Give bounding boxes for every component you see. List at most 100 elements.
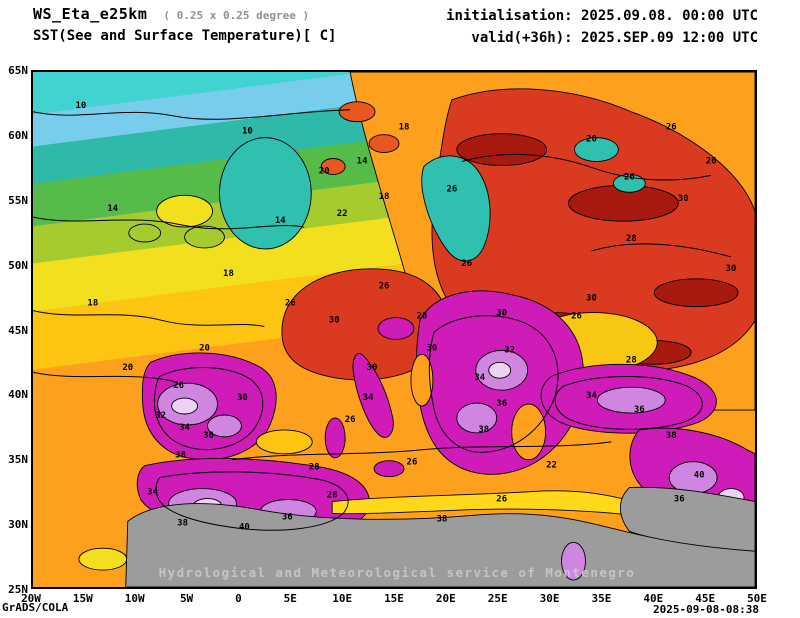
- contour-label: 26: [666, 123, 677, 133]
- region-uk-warm: [184, 225, 225, 249]
- contour-label: 30: [678, 194, 689, 204]
- lat-label: 55N: [8, 193, 28, 207]
- region-lake-cool: [574, 137, 619, 162]
- lon-label: 35E: [591, 592, 612, 605]
- region-balkans-core: [456, 402, 498, 434]
- contour-label: 26: [345, 415, 356, 425]
- contour-label: 38: [175, 451, 186, 461]
- contour-label: 18: [223, 269, 234, 279]
- header-left: WS_Eta_e25km ( 0.25 x 0.25 degree ) SST(…: [33, 5, 336, 44]
- region-scandinavia-warm: [320, 158, 346, 175]
- contour-label: 40: [694, 471, 705, 481]
- contour-label: 28: [626, 234, 637, 244]
- contour-label: 22: [546, 461, 557, 471]
- lon-label: 40E: [643, 592, 664, 605]
- contour-label: 26: [446, 184, 457, 194]
- region-lake-cool: [612, 173, 646, 193]
- lat-axis: 65N 60N 55N 50N 45N 40N 35N 30N 25N: [0, 64, 29, 596]
- contour-label: 14: [107, 204, 118, 214]
- contour-label: 30: [329, 316, 340, 326]
- lat-label: 40N: [8, 388, 28, 402]
- contour-labels-layer: 10 10 14 14 14 18 18 18 18 20 20 20 20 22 26 26 26 26 28 30…: [75, 101, 736, 533]
- grads-credit: GrADS/COLA: [2, 601, 69, 614]
- contour-label: 26: [379, 282, 390, 292]
- contour-label: 38: [666, 431, 677, 441]
- region-egypt-desert: [619, 486, 755, 552]
- lon-label: 50E: [747, 592, 767, 605]
- region-adriatic-sea: [410, 353, 434, 407]
- render-timestamp: 2025-09-08-08:38: [653, 603, 759, 616]
- header-right: initialisation: 2025.09.08. 00:00 UTC va…: [446, 5, 758, 49]
- map-frame: 10 10 14 14 14 18 18 18 18 20 20 20 20 22 26 26 26 26 28 30…: [31, 70, 757, 589]
- lat-label: 50N: [8, 258, 28, 272]
- lon-label: 10E: [332, 592, 353, 605]
- lon-label: 25E: [487, 592, 508, 605]
- contour-label: 30: [237, 393, 248, 403]
- contour-label: 26: [624, 172, 635, 182]
- region-apennines-hot: [352, 353, 394, 438]
- lon-axis: 20W 15W 10W 5W 0 5E 10E 15E 20E 25E 30E 35E 40E 45E 50…: [21, 592, 767, 606]
- region-atlantic-south: [78, 547, 128, 571]
- contour-label: 36: [496, 399, 507, 409]
- watermark: Hydrological and Meteorological service …: [159, 565, 636, 580]
- lat-label: 65N: [8, 64, 28, 77]
- contour-label: 20: [199, 343, 210, 353]
- contour-label: 26: [173, 381, 184, 391]
- contour-label: 38: [478, 425, 489, 435]
- contour-line: [232, 441, 612, 461]
- lon-label: 5W: [179, 592, 194, 605]
- contour-label: 26: [706, 156, 717, 166]
- region-alps-hot: [377, 317, 415, 340]
- lon-label: 5E: [283, 592, 297, 605]
- contour-label: 20: [586, 135, 597, 145]
- contour-label: 36: [674, 495, 685, 505]
- contour-label: 18: [87, 299, 98, 309]
- contour-line: [155, 471, 349, 531]
- lon-label: 0: [235, 592, 242, 605]
- region-balkans-peak: [488, 361, 512, 379]
- lat-label: 25N: [8, 583, 28, 596]
- contour-label: 18: [379, 192, 390, 202]
- contour-line: [554, 375, 703, 430]
- region-aegean-sea: [511, 403, 547, 461]
- lon-label: 30E: [539, 592, 560, 605]
- contour-label: 30: [426, 343, 437, 353]
- contour-label: 34: [474, 373, 485, 383]
- region-sardinia-hot: [324, 417, 346, 459]
- region-sicily-hot: [373, 460, 405, 478]
- lon-label: 15E: [384, 592, 404, 605]
- contour-label: 10: [242, 127, 253, 137]
- lon-label: 15W: [72, 592, 93, 605]
- lat-label: 45N: [8, 323, 28, 337]
- contour-line: [591, 243, 732, 258]
- contour-label: 14: [275, 216, 286, 226]
- contour-label: 36: [203, 431, 214, 441]
- contour-label: 36: [634, 405, 645, 415]
- contour-line: [461, 153, 712, 181]
- contour-label: 28: [626, 355, 637, 365]
- contour-line: [33, 109, 351, 120]
- valid-time: valid(+36h): 2025.SEP.09 12:00 UTC: [471, 30, 758, 46]
- region-dark-red-core: [653, 278, 739, 308]
- contour-label: 26: [461, 259, 472, 269]
- model-name: WS_Eta_e25km: [33, 5, 148, 23]
- contour-line: [153, 367, 264, 451]
- region-anatolia-core: [596, 386, 666, 414]
- contour-label: 30: [726, 264, 737, 274]
- region-ireland-warm: [128, 223, 162, 243]
- contour-label: 38: [177, 518, 188, 528]
- region-nile-valley-warm: [561, 541, 586, 581]
- contour-label: 10: [75, 101, 86, 111]
- region-dark-red-core: [456, 133, 548, 166]
- contour-label: 26: [407, 458, 418, 468]
- region-uk-warm: [156, 194, 213, 228]
- contour-label: 18: [399, 123, 410, 133]
- lon-label: 45E: [695, 592, 716, 605]
- contour-label: 32: [155, 411, 166, 421]
- grid-resolution: ( 0.25 x 0.25 degree ): [163, 9, 310, 22]
- contour-label: 26: [496, 495, 507, 505]
- contour-label: 20: [122, 363, 133, 373]
- contour-line: [33, 310, 265, 328]
- contour-label: 14: [357, 156, 368, 166]
- contour-label: 26: [571, 312, 582, 322]
